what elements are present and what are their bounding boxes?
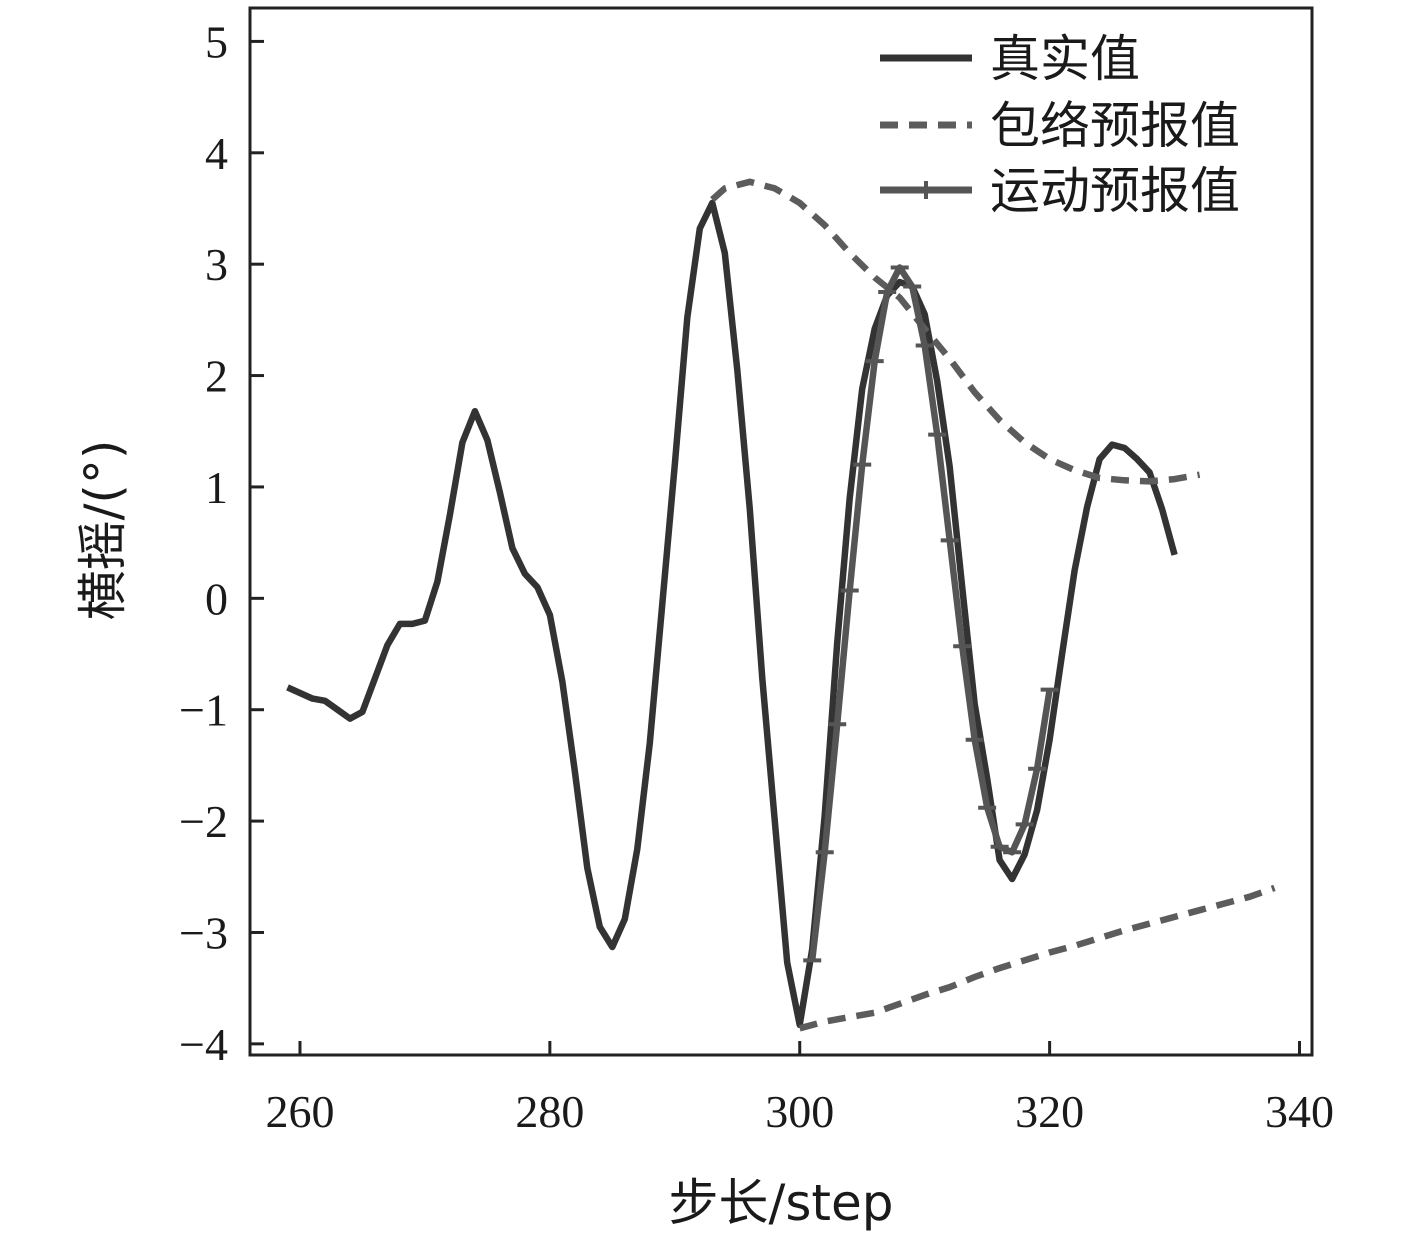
y-tick-label: −2 [179,796,228,847]
legend-label-envelope: 包络预报值 [990,97,1240,155]
series-actual-line [286,199,1178,1029]
x-tick-label: 320 [1015,1086,1084,1137]
plot-frame [248,6,1314,1057]
series-envelope-upper-line [710,178,1201,485]
x-axis-title: 步长/step [669,1174,894,1232]
x-tick-label: 340 [1265,1086,1334,1137]
legend: 真实值 包络预报值 运动预报值 [880,30,1240,220]
y-tick-label: 2 [205,351,228,402]
x-tick-label: 260 [265,1086,334,1137]
y-tick-label: 3 [205,239,228,290]
y-tick-label: 4 [205,128,228,179]
y-tick-label: 1 [205,462,228,513]
x-tick-label: 300 [765,1086,834,1137]
y-tick-label: −1 [179,685,228,736]
legend-label-actual: 真实值 [990,30,1140,88]
series-layer [286,178,1276,1032]
series-envelope-lower-line [798,884,1276,1032]
legend-label-motion: 运动预报值 [990,162,1240,220]
y-tick-label: 5 [205,16,228,67]
axis-layer: 260 280 300 320 340 5 4 3 2 1 0 −1 −2 −3 −4 [179,16,1334,1137]
y-tick-label: −4 [179,1019,228,1070]
y-axis-title: 横摇/(°) [74,440,132,621]
y-tick-label: −3 [179,907,228,958]
y-tick-label: 0 [205,573,228,624]
x-tick-label: 280 [515,1086,584,1137]
